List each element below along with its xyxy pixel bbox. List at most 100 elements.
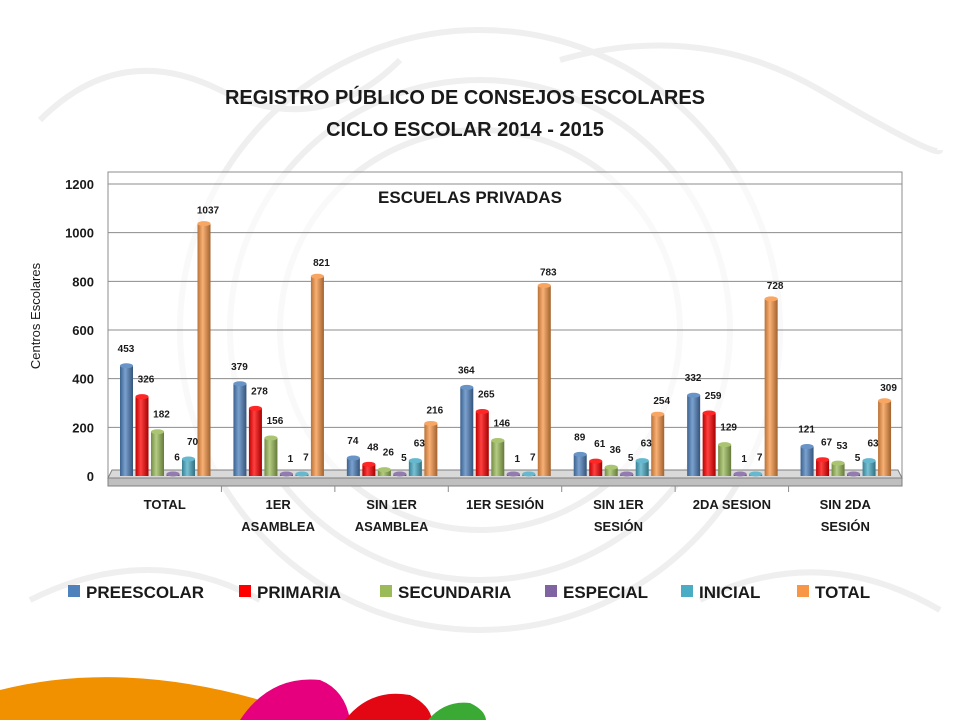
bar xyxy=(604,464,618,476)
bar-cap xyxy=(604,464,618,470)
bar-cap xyxy=(620,471,634,477)
legend-label: PREESCOLAR xyxy=(86,583,204,602)
bar-cap xyxy=(687,392,701,398)
chart-subtitle: ESCUELAS PRIVADAS xyxy=(378,188,562,207)
data-label: 1 xyxy=(288,454,294,465)
bar-cap xyxy=(233,381,247,387)
y-tick-label: 400 xyxy=(72,372,94,387)
bar-body xyxy=(831,463,845,476)
x-category-label: ASAMBLEA xyxy=(355,519,429,534)
bar-cap xyxy=(197,221,211,227)
bar-cap xyxy=(279,471,293,477)
bar-cap xyxy=(166,471,180,477)
bar-body xyxy=(135,396,149,476)
bar-body xyxy=(702,412,716,476)
y-tick-label: 800 xyxy=(72,274,94,289)
bar xyxy=(475,409,489,476)
bar-cap xyxy=(377,467,391,473)
bar-cap xyxy=(475,409,489,415)
x-category-label: SIN 1ER xyxy=(366,497,417,512)
bar xyxy=(233,381,247,476)
bar-body xyxy=(651,414,665,476)
x-category-label: SESIÓN xyxy=(821,519,870,534)
data-label: 379 xyxy=(231,362,248,373)
bar-body xyxy=(537,285,551,476)
data-label: 146 xyxy=(493,418,510,429)
bar-cap xyxy=(506,471,520,477)
bar-body xyxy=(460,387,474,476)
data-label: 7 xyxy=(757,452,763,463)
bar xyxy=(295,471,309,477)
legend-label: SECUNDARIA xyxy=(398,583,511,602)
data-label: 6 xyxy=(174,453,180,464)
bar-body xyxy=(362,464,376,476)
bar-body xyxy=(197,223,211,476)
data-label: 7 xyxy=(530,452,536,463)
y-tick-label: 600 xyxy=(72,323,94,338)
y-tick-label: 0 xyxy=(87,469,94,484)
data-label: 63 xyxy=(414,439,426,450)
bar-cap xyxy=(460,384,474,390)
bar-cap xyxy=(878,398,892,404)
bar-body xyxy=(182,458,195,476)
bar-cap xyxy=(702,410,716,416)
bar xyxy=(718,442,732,476)
bar-cap xyxy=(151,429,164,435)
x-category-label: TOTAL xyxy=(144,497,186,512)
bar-cap xyxy=(408,458,422,464)
bar-body xyxy=(604,467,618,476)
bar xyxy=(166,471,180,477)
legend-item: INICIAL xyxy=(681,583,760,602)
bar-cap xyxy=(800,444,814,450)
bar-cap xyxy=(831,460,845,466)
bar-cap xyxy=(635,458,649,464)
bar xyxy=(537,282,551,476)
bar-cap xyxy=(264,435,278,441)
bar-cap xyxy=(491,437,505,443)
legend-swatch xyxy=(380,585,392,597)
bar-body xyxy=(589,461,603,476)
bar xyxy=(135,394,149,476)
bar-cap xyxy=(749,471,763,477)
bar-body xyxy=(491,440,505,476)
bar xyxy=(573,451,587,476)
bar-cap xyxy=(346,455,360,461)
bars xyxy=(120,221,892,477)
bar-body xyxy=(408,460,422,476)
bar-body xyxy=(878,400,892,476)
data-label: 254 xyxy=(653,396,670,407)
bar-body xyxy=(310,276,324,476)
y-tick-label: 1200 xyxy=(65,177,94,192)
bar xyxy=(589,458,603,476)
bar-cap xyxy=(537,282,551,288)
bar-cap xyxy=(862,458,876,464)
bar-body xyxy=(475,411,489,476)
data-label: 53 xyxy=(837,441,849,452)
bar-cap xyxy=(295,471,309,477)
legend-item: SECUNDARIA xyxy=(380,583,511,602)
floor-top xyxy=(107,469,903,479)
floor-front xyxy=(107,477,903,487)
data-label: 63 xyxy=(868,439,880,450)
bar-body xyxy=(862,460,876,476)
bar xyxy=(831,460,845,476)
data-label: 5 xyxy=(628,453,634,464)
bar-cap xyxy=(573,451,587,457)
bar-cap xyxy=(362,461,376,467)
bar-cap xyxy=(522,471,536,477)
bar-body xyxy=(346,457,360,476)
bar-body xyxy=(264,438,278,476)
data-label: 1037 xyxy=(197,206,220,217)
data-label: 278 xyxy=(251,386,268,397)
legend-swatch xyxy=(68,585,80,597)
bar-cap xyxy=(424,420,438,426)
bottom-color-ribbon xyxy=(0,677,486,720)
bar-body xyxy=(151,431,164,476)
data-label: 61 xyxy=(594,439,606,450)
x-category-label: SESIÓN xyxy=(594,519,643,534)
legend-item: PRIMARIA xyxy=(239,583,341,602)
data-label: 259 xyxy=(705,391,722,402)
bar-cap xyxy=(764,296,778,302)
bar-body xyxy=(377,469,391,476)
bar xyxy=(197,221,211,476)
